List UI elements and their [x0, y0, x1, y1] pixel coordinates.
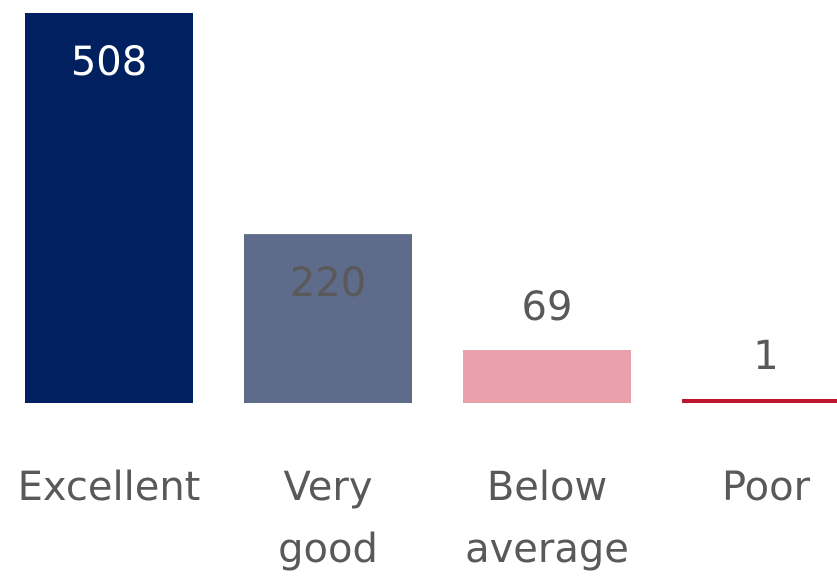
value-label-very-good: 220: [290, 260, 366, 306]
category-label-poor: Poor: [722, 464, 811, 510]
category-label-excellent: Excellent: [18, 464, 201, 510]
bar-below-average: [463, 350, 631, 403]
value-label-excellent: 508: [71, 39, 147, 85]
value-label-poor: 1: [753, 333, 778, 379]
category-label-very-good: Very good: [278, 464, 378, 572]
bar-poor: [682, 399, 837, 403]
category-label-below-average: Below average: [465, 464, 629, 572]
bar-excellent: [25, 13, 193, 403]
value-label-below-average: 69: [522, 284, 573, 330]
bar-very-good: [244, 234, 412, 403]
